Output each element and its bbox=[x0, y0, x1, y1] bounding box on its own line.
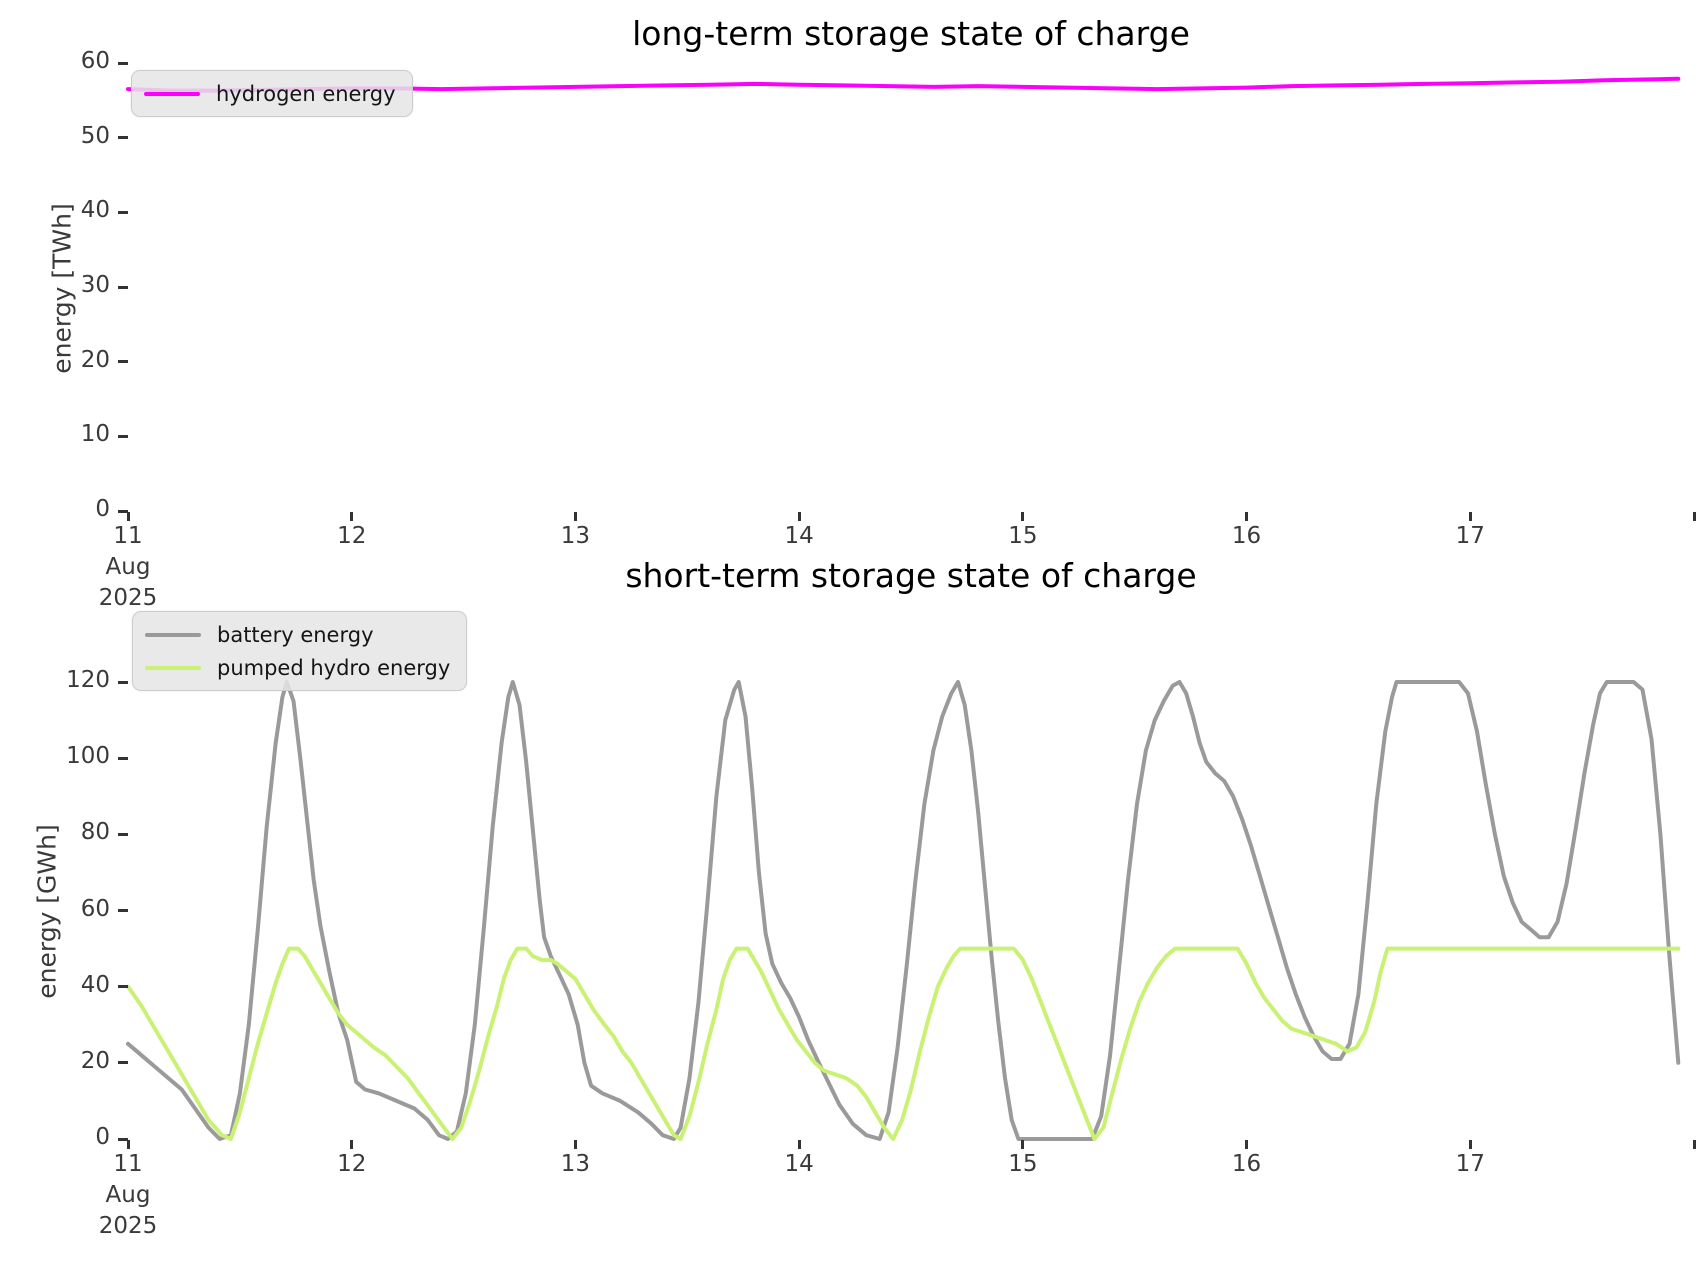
legend-label: hydrogen energy bbox=[216, 81, 396, 106]
y-tick-label: 50 bbox=[80, 122, 110, 149]
y-tick-label: 40 bbox=[80, 197, 110, 224]
y-tick-label: 120 bbox=[66, 667, 110, 693]
x-tick-mark bbox=[1468, 1140, 1472, 1149]
x-tick-mark bbox=[126, 512, 130, 521]
x-tick-mark bbox=[1468, 512, 1472, 521]
y-tick-mark bbox=[118, 832, 128, 836]
y-tick-label: 0 bbox=[95, 496, 110, 522]
y-tick-label: 40 bbox=[80, 971, 110, 998]
x-tick-label: 13 bbox=[560, 523, 591, 549]
x-tick-label: 11 Aug 2025 bbox=[98, 1151, 158, 1239]
x-tick-label: 11 Aug 2025 bbox=[98, 523, 158, 611]
y-tick-label: 20 bbox=[80, 346, 110, 373]
x-tick-mark bbox=[1021, 512, 1025, 521]
y-tick-label: 60 bbox=[80, 48, 110, 74]
x-tick-label: 16 bbox=[1231, 523, 1262, 549]
x-tick-label: 17 bbox=[1455, 523, 1485, 549]
x-tick-mark bbox=[573, 1140, 577, 1149]
x-tick-mark bbox=[350, 1140, 354, 1149]
x-tick-mark bbox=[126, 1140, 130, 1149]
y-tick-label: 10 bbox=[80, 421, 110, 448]
legend-item-hydrogen: hydrogen energy bbox=[144, 77, 396, 110]
y-tick-label: 20 bbox=[80, 1047, 110, 1074]
x-tick-mark bbox=[1692, 512, 1696, 521]
y-tick-mark bbox=[118, 756, 128, 760]
x-tick-mark bbox=[1692, 1140, 1696, 1149]
x-tick-label: 16 bbox=[1231, 1151, 1262, 1177]
y-tick-mark bbox=[118, 360, 128, 364]
x-tick-label: 15 bbox=[1008, 523, 1038, 549]
y-tick-label: 100 bbox=[66, 743, 110, 770]
legend-label: battery energy bbox=[217, 622, 374, 647]
x-tick-label: 15 bbox=[1008, 1151, 1038, 1177]
battery-energy-line bbox=[126, 680, 1681, 1141]
legend-item-pumped-hydro: pumped hydro energy bbox=[145, 651, 450, 684]
x-tick-label: 14 bbox=[784, 523, 814, 549]
short-term-chart-title: short-term storage state of charge bbox=[625, 556, 1197, 595]
battery-line-swatch bbox=[145, 632, 201, 637]
pumped-hydro-line-swatch bbox=[145, 665, 201, 670]
x-tick-label: 17 bbox=[1455, 1151, 1485, 1177]
y-tick-label: 0 bbox=[95, 1124, 110, 1150]
y-tick-mark bbox=[118, 61, 128, 65]
x-tick-label: 14 bbox=[784, 1151, 814, 1177]
x-tick-mark bbox=[1245, 512, 1249, 521]
pumped-hydro-energy-line bbox=[126, 946, 1681, 1141]
y-tick-mark bbox=[118, 509, 128, 513]
x-tick-label: 12 bbox=[337, 1151, 367, 1177]
y-tick-mark bbox=[118, 210, 128, 214]
legend-item-battery: battery energy bbox=[145, 618, 450, 651]
y-tick-mark bbox=[118, 136, 128, 140]
x-tick-mark bbox=[573, 512, 577, 521]
x-tick-mark bbox=[797, 512, 801, 521]
hydrogen-line-swatch bbox=[144, 91, 200, 96]
y-tick-mark bbox=[118, 985, 128, 989]
y-tick-label: 80 bbox=[80, 819, 110, 846]
y-tick-label: 30 bbox=[80, 272, 110, 298]
y-tick-mark bbox=[118, 434, 128, 438]
y-tick-mark bbox=[118, 1137, 128, 1141]
x-tick-mark bbox=[797, 1140, 801, 1149]
x-tick-label: 12 bbox=[337, 523, 367, 549]
x-tick-mark bbox=[1245, 1140, 1249, 1149]
long-term-chart-title: long-term storage state of charge bbox=[632, 14, 1190, 53]
x-tick-label: 13 bbox=[560, 1151, 591, 1177]
long-term-legend: hydrogen energy bbox=[131, 70, 413, 117]
legend-label: pumped hydro energy bbox=[217, 655, 451, 680]
y-tick-mark bbox=[118, 680, 128, 684]
x-tick-mark bbox=[1021, 1140, 1025, 1149]
y-tick-mark bbox=[118, 909, 128, 912]
x-tick-mark bbox=[350, 512, 354, 521]
y-tick-label: 60 bbox=[80, 895, 110, 922]
y-tick-mark bbox=[118, 1061, 128, 1065]
y-tick-mark bbox=[118, 285, 128, 289]
short-term-legend: battery energy pumped hydro energy bbox=[132, 611, 468, 691]
